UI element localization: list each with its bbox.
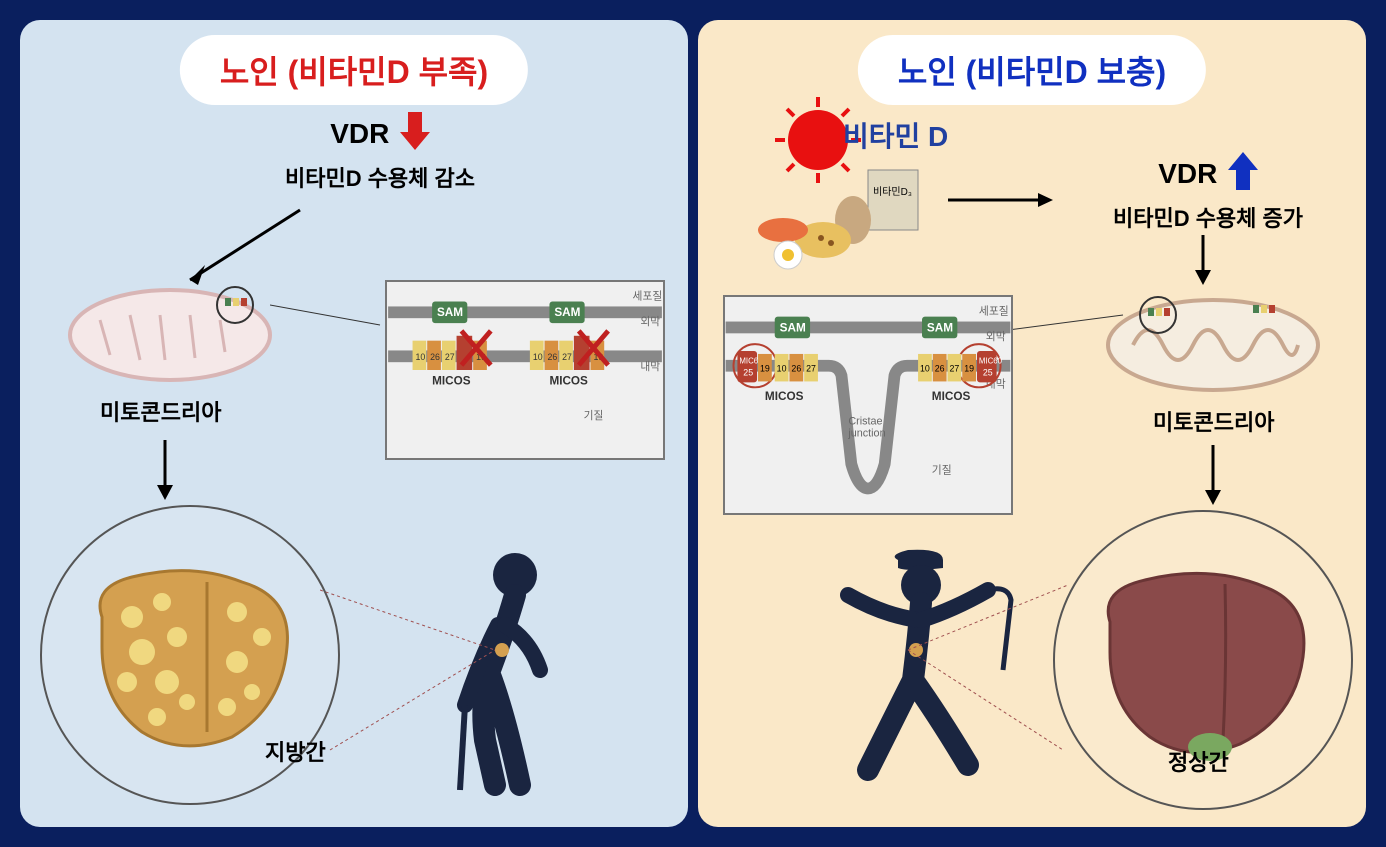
- svg-text:27: 27: [445, 352, 455, 362]
- svg-text:MICOS: MICOS: [549, 375, 588, 388]
- svg-text:26: 26: [791, 364, 801, 374]
- mitochondria-left: [60, 280, 280, 390]
- svg-text:19: 19: [964, 364, 974, 374]
- svg-text:기질: 기질: [932, 464, 952, 477]
- left-title: 노인 (비타민D 부족): [180, 35, 528, 105]
- svg-text:27: 27: [806, 364, 816, 374]
- up-arrow-icon: [1228, 150, 1258, 197]
- vdr-sub-right: 비타민D 수용체 증가: [1078, 201, 1338, 233]
- liver-label-right: 정상간: [1168, 745, 1229, 777]
- right-panel: 노인 (비타민D 보충) 비타민 D 비타민D₃ VDR: [698, 20, 1366, 827]
- label-im: 내막: [640, 361, 660, 373]
- micos-diagram-left: 세포질 외막 내막 기질 SAM SAM 10262719 10262719 M…: [385, 280, 665, 460]
- svg-text:junction: junction: [847, 427, 885, 439]
- sight-lines-right: [898, 565, 1078, 765]
- svg-text:SAM: SAM: [437, 306, 463, 319]
- vdr-label-right: VDR: [1158, 158, 1217, 190]
- svg-text:10: 10: [920, 364, 930, 374]
- svg-text:26: 26: [547, 352, 557, 362]
- svg-text:27: 27: [562, 352, 572, 362]
- sight-lines-left: [320, 560, 500, 760]
- svg-text:SAM: SAM: [780, 321, 806, 334]
- vdr-block-right: VDR 비타민D 수용체 증가: [1078, 150, 1338, 233]
- svg-text:25: 25: [983, 368, 993, 378]
- svg-text:27: 27: [949, 364, 959, 374]
- svg-text:MICOS: MICOS: [932, 390, 971, 403]
- svg-text:SAM: SAM: [927, 321, 953, 334]
- vdr-label-left: VDR: [330, 118, 389, 150]
- label-matrix: 기질: [584, 410, 604, 422]
- label-cyto: 세포질: [633, 291, 663, 303]
- callout-line-left: [270, 295, 390, 335]
- svg-text:19: 19: [760, 364, 770, 374]
- down-arrow-icon: [400, 110, 430, 157]
- mito-label-left: 미토콘드리아: [100, 395, 221, 427]
- svg-text:26: 26: [935, 364, 945, 374]
- food-supplement-icon: 비타민D₃: [753, 165, 913, 255]
- svg-text:10: 10: [533, 352, 543, 362]
- label-om: 외막: [640, 316, 660, 328]
- svg-text:MICOS: MICOS: [432, 375, 471, 388]
- left-panel: 노인 (비타민D 부족) VDR 비타민D 수용체 감소 미토콘드리아 세포질 …: [20, 20, 688, 827]
- vdr-block-left: VDR 비타민D 수용체 감소: [250, 110, 510, 193]
- micos-complex-1: 10262719: [413, 331, 491, 370]
- liver-label-left: 지방간: [265, 735, 326, 767]
- svg-text:MICOS: MICOS: [765, 390, 804, 403]
- svg-text:외막: 외막: [986, 330, 1006, 343]
- svg-text:25: 25: [743, 368, 753, 378]
- mitochondria-right: [1098, 290, 1328, 400]
- svg-text:10: 10: [415, 352, 425, 362]
- svg-text:세포질: 세포질: [979, 305, 1009, 318]
- mito-label-right: 미토콘드리아: [1153, 405, 1274, 437]
- svg-text:26: 26: [430, 352, 440, 362]
- arrow-to-vdr: [943, 185, 1063, 215]
- micos-diagram-right: 세포질 외막 내막 Cristaejunction 기질 SAM SAM MIC…: [723, 295, 1013, 515]
- arrow-to-liver-right: [1198, 440, 1228, 510]
- micos-complex-2: 10262719: [530, 331, 608, 370]
- svg-text:비타민D₃: 비타민D₃: [873, 186, 912, 198]
- arrow-down-right: [1188, 230, 1218, 290]
- svg-text:SAM: SAM: [554, 306, 580, 319]
- arrow-to-liver-left: [150, 435, 180, 505]
- callout-line-right: [1008, 310, 1128, 340]
- svg-text:MIC60: MIC60: [979, 357, 1003, 366]
- vdr-sub-left: 비타민D 수용체 감소: [250, 161, 510, 193]
- right-title: 노인 (비타민D 보충): [858, 35, 1206, 105]
- svg-text:Cristae: Cristae: [848, 416, 882, 428]
- vitamin-d-label: 비타민 D: [843, 115, 948, 155]
- svg-text:10: 10: [777, 364, 787, 374]
